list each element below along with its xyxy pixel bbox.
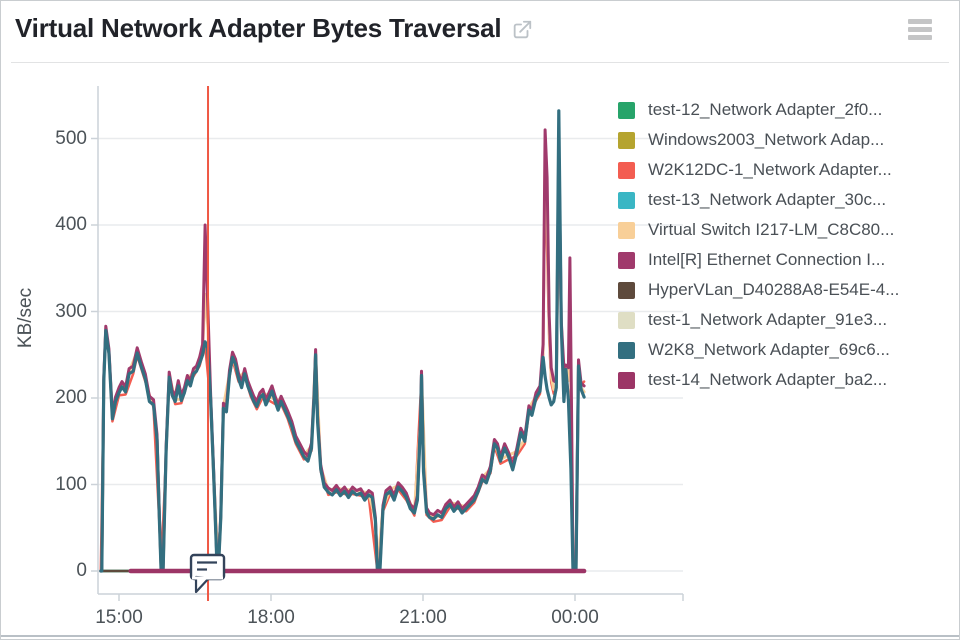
y-tick-label: 100 xyxy=(55,473,87,495)
legend-swatch xyxy=(618,341,635,359)
legend-label: test-1_Network Adapter_91e3... xyxy=(648,310,888,329)
legend-swatch xyxy=(618,371,635,389)
legend-label: Intel[R] Ethernet Connection I... xyxy=(648,250,886,269)
legend-item-hypervlan[interactable]: HyperVLan_D40288A8-E54E-4... xyxy=(618,275,948,305)
x-tick-label: 21:00 xyxy=(399,607,447,628)
legend-label: Windows2003_Network Adap... xyxy=(648,130,885,149)
menu-bar xyxy=(908,35,932,40)
series-line-virtual-switch[interactable] xyxy=(99,156,586,573)
legend-item-test-1[interactable]: test-1_Network Adapter_91e3... xyxy=(618,305,948,335)
menu-bar xyxy=(908,27,932,32)
series-line-intel-ethernet[interactable] xyxy=(99,128,586,573)
legend-label: W2K12DC-1_Network Adapter... xyxy=(648,160,892,179)
y-tick-label: 200 xyxy=(55,387,87,408)
legend-item-test-13[interactable]: test-13_Network Adapter_30c... xyxy=(618,185,948,215)
bottom-border xyxy=(1,635,959,637)
legend: test-12_Network Adapter_2f0... Windows200… xyxy=(618,95,948,395)
legend-label: test-13_Network Adapter_30c... xyxy=(648,190,887,209)
legend-item-w2k12dc-1[interactable]: W2K12DC-1_Network Adapter... xyxy=(618,155,948,185)
legend-label: W2K8_Network Adapter_69c6... xyxy=(648,340,890,359)
menu-icon[interactable] xyxy=(908,19,932,41)
header-divider xyxy=(11,62,949,63)
legend-swatch xyxy=(618,311,635,329)
series-line-w2k8[interactable] xyxy=(99,109,586,573)
x-tick-label: 18:00 xyxy=(247,607,295,628)
external-link-icon[interactable] xyxy=(511,19,533,41)
legend-swatch xyxy=(618,161,635,179)
series-line-w2k12dc-1[interactable] xyxy=(99,178,586,573)
chart-title: Virtual Network Adapter Bytes Traversal xyxy=(15,13,502,43)
legend-swatch xyxy=(618,101,635,119)
legend-label: Virtual Switch I217-LM_C8C80... xyxy=(648,220,895,239)
y-tick-label: 0 xyxy=(76,560,87,581)
legend-swatch xyxy=(618,281,635,299)
legend-label: HyperVLan_D40288A8-E54E-4... xyxy=(648,280,900,299)
legend-label: test-14_Network Adapter_ba2... xyxy=(648,370,888,389)
x-tick-label: 15:00 xyxy=(95,607,143,628)
legend-item-test-12[interactable]: test-12_Network Adapter_2f0... xyxy=(618,95,948,125)
annotation-marker[interactable] xyxy=(189,553,226,581)
y-tick-label: 300 xyxy=(55,300,87,322)
legend-swatch xyxy=(618,131,635,149)
legend-item-windows2003[interactable]: Windows2003_Network Adap... xyxy=(618,125,948,155)
legend-swatch xyxy=(618,251,635,269)
legend-item-virtual-switch[interactable]: Virtual Switch I217-LM_C8C80... xyxy=(618,215,948,245)
y-tick-label: 400 xyxy=(55,214,87,235)
legend-item-w2k8[interactable]: W2K8_Network Adapter_69c6... xyxy=(618,335,948,365)
menu-bar xyxy=(908,19,932,24)
legend-label: test-12_Network Adapter_2f0... xyxy=(648,100,883,119)
widget-header: Virtual Network Adapter Bytes Traversal xyxy=(15,13,533,44)
legend-swatch xyxy=(618,221,635,239)
x-tick-label: 00:00 xyxy=(551,607,599,628)
legend-swatch xyxy=(618,191,635,209)
legend-item-test-14[interactable]: test-14_Network Adapter_ba2... xyxy=(618,365,948,395)
y-tick-label: 500 xyxy=(55,127,87,149)
legend-item-intel-ethernet[interactable]: Intel[R] Ethernet Connection I... xyxy=(618,245,948,275)
